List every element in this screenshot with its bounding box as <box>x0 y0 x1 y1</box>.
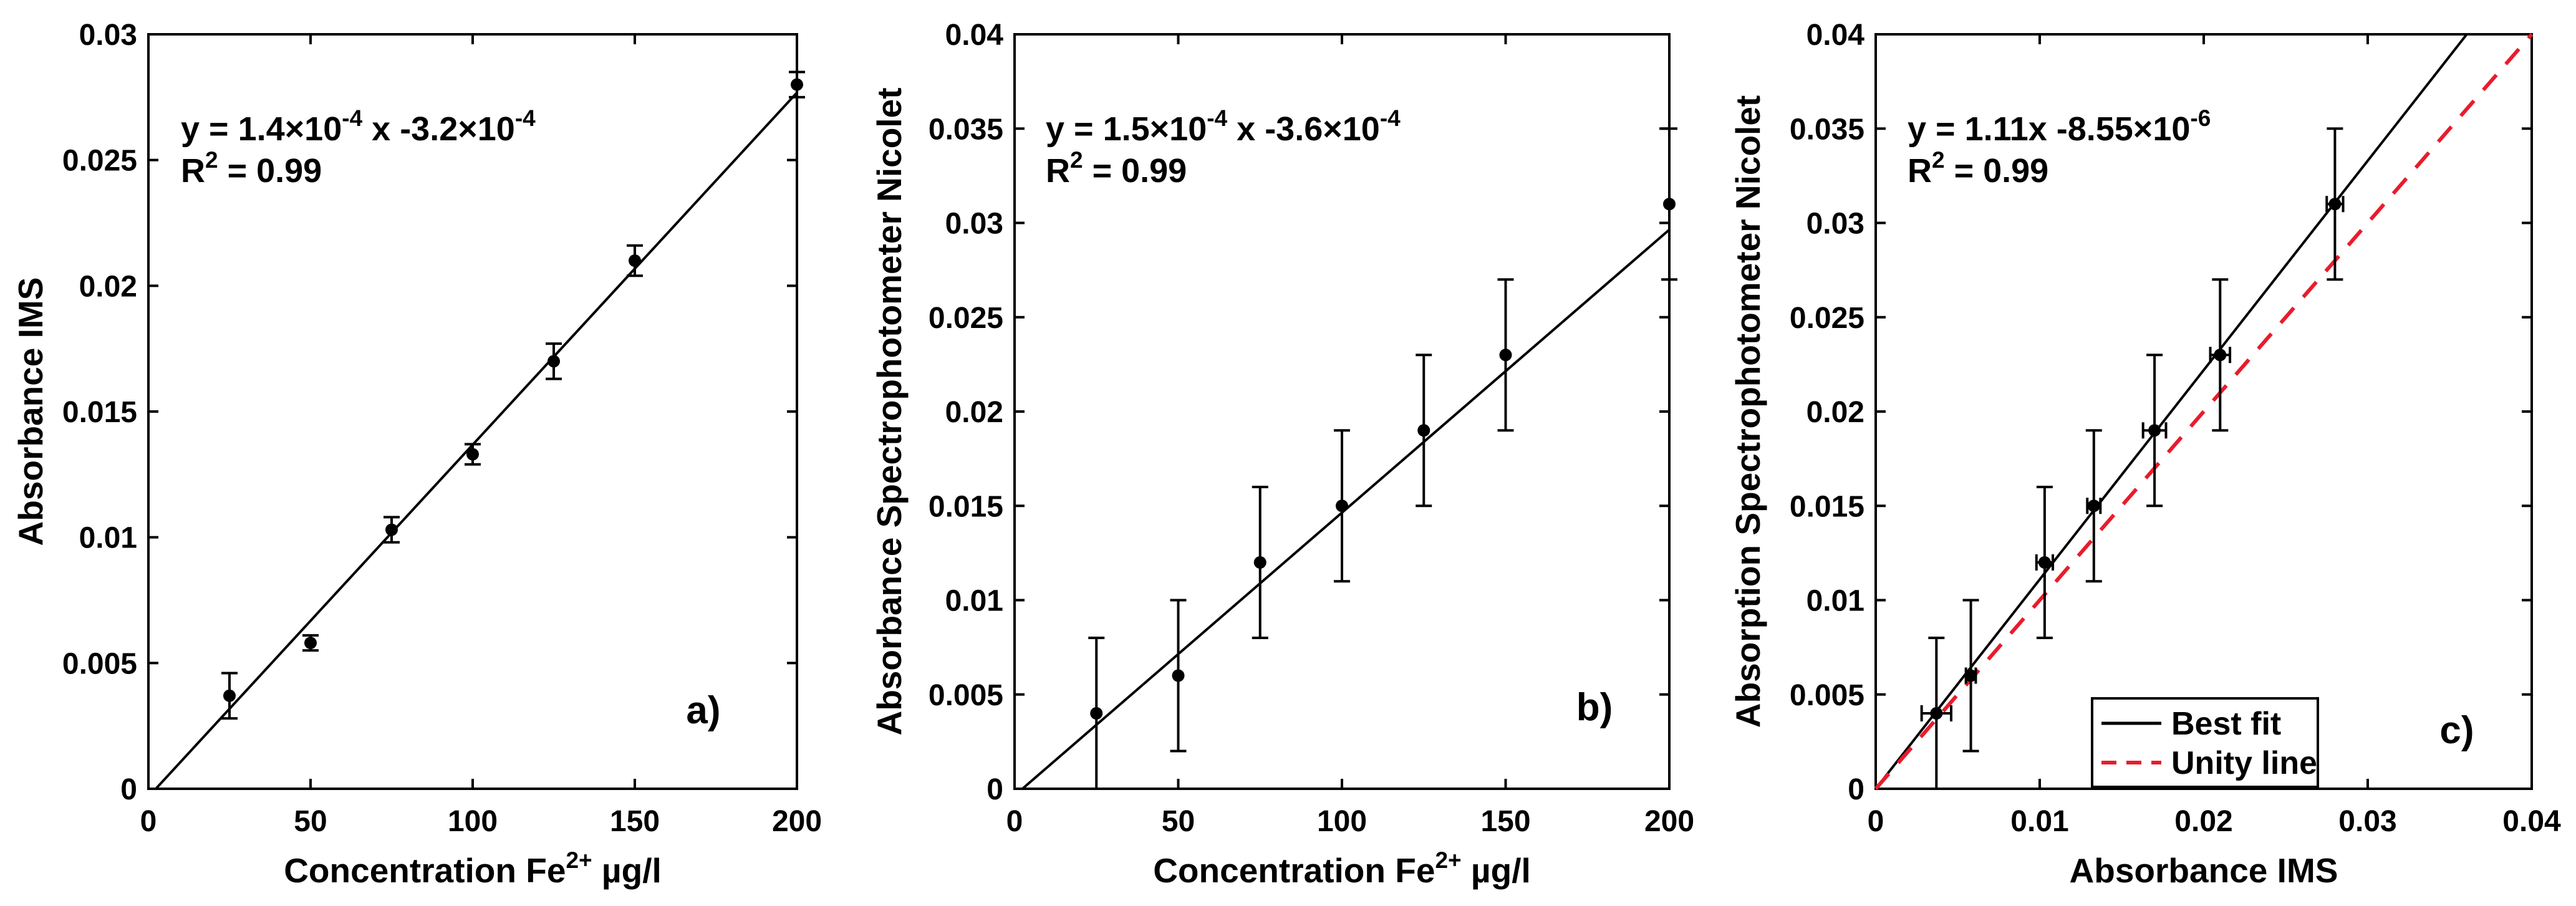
data-point <box>1172 669 1185 682</box>
y-tick-label: 0.03 <box>945 208 1003 241</box>
data-point <box>1964 669 1977 682</box>
axis-ticks: 0 50 100 150 200 0 0.005 0.01 0.015 0.02 0.025 0.03… <box>929 19 1694 838</box>
x-tick-label: 100 <box>448 805 498 838</box>
y-tick-label: 0.025 <box>1790 302 1864 335</box>
y-tick-label: 0 <box>1848 773 1864 806</box>
y-tick-label: 0.035 <box>929 113 1003 146</box>
panel-c: 0 0.01 0.02 0.03 0.04 0 0.005 0.01 0.015 0.02 0.02… <box>1717 0 2576 906</box>
y-tick-label: 0.005 <box>62 647 137 680</box>
data-point <box>548 355 560 368</box>
data-point <box>2038 556 2051 569</box>
y-axis-label: Absorbance Spectrophotometer Nicolet <box>870 87 909 735</box>
y-tick-label: 0.015 <box>62 396 137 429</box>
x-tick-label: 200 <box>1644 805 1694 838</box>
axis-ticks: 0 0.01 0.02 0.03 0.04 0 0.005 0.01 0.015 0.02 0.02… <box>1790 19 2561 838</box>
x-axis-label: Concentration Fe2+ µg/l <box>1153 847 1531 890</box>
y-tick-label: 0.03 <box>79 19 137 52</box>
y-tick-label: 0.01 <box>1807 585 1864 618</box>
x-tick-label: 150 <box>1480 805 1530 838</box>
panel-label: a) <box>686 689 720 732</box>
panel-b: 0 50 100 150 200 0 0.005 0.01 0.015 0.02 0.025 0.03… <box>859 0 1717 906</box>
data-point <box>1499 349 1512 362</box>
best-fit-line <box>1874 33 2468 790</box>
x-tick-label: 0.04 <box>2502 805 2561 838</box>
y-tick-label: 0.04 <box>945 19 1004 52</box>
r-squared: R2 = 0.99 <box>1046 147 1187 190</box>
data-series <box>1088 127 1677 790</box>
data-point <box>223 689 236 702</box>
panel-a: 0 50 100 150 200 0 0.005 0.01 0.015 0.02 0.025 0.03… <box>0 0 859 906</box>
legend-item-label: Unity line <box>2171 745 2317 781</box>
x-tick-label: 0.02 <box>2174 805 2232 838</box>
data-point <box>385 523 398 536</box>
x-axis-label: Absorbance IMS <box>2070 851 2338 890</box>
x-tick-label: 0.01 <box>2010 805 2068 838</box>
r-squared: R2 = 0.99 <box>181 147 322 190</box>
y-axis-label: Absorbance IMS <box>11 277 50 546</box>
data-point <box>1253 556 1266 569</box>
data-series <box>1920 127 2345 790</box>
fit-line <box>155 92 798 790</box>
r-squared: R2 = 0.99 <box>1908 147 2048 190</box>
y-tick-label: 0.025 <box>929 302 1003 335</box>
legend-item-label: Best fit <box>2171 706 2281 742</box>
data-point <box>2087 499 2100 513</box>
y-tick-label: 0.02 <box>79 270 137 303</box>
chart-a-svg: 0 50 100 150 200 0 0.005 0.01 0.015 0.02 0.025 0.03… <box>0 0 859 906</box>
data-point <box>2328 198 2342 211</box>
fit-equation: y = 1.5×10-4 x -3.6×10-4 <box>1046 105 1401 148</box>
y-tick-label: 0.025 <box>62 145 137 178</box>
y-tick-label: 0.005 <box>929 679 1003 712</box>
panel-label: c) <box>2439 709 2474 752</box>
y-tick-label: 0.015 <box>929 490 1003 523</box>
x-tick-label: 0 <box>1006 805 1023 838</box>
x-tick-label: 200 <box>772 805 822 838</box>
data-point <box>1336 499 1348 513</box>
y-tick-label: 0.01 <box>79 522 137 555</box>
data-point <box>629 254 641 267</box>
x-tick-label: 50 <box>294 805 327 838</box>
y-tick-label: 0 <box>987 773 1003 806</box>
x-tick-label: 0 <box>1868 805 1884 838</box>
y-tick-label: 0.03 <box>1807 208 1864 241</box>
data-point <box>791 78 803 91</box>
data-point <box>1930 707 1943 720</box>
x-tick-label: 150 <box>610 805 660 838</box>
y-tick-label: 0.04 <box>1807 19 1865 52</box>
chart-b-svg: 0 50 100 150 200 0 0.005 0.01 0.015 0.02 0.025 0.03… <box>859 0 1717 906</box>
y-tick-label: 0.005 <box>1790 679 1864 712</box>
chart-c-svg: 0 0.01 0.02 0.03 0.04 0 0.005 0.01 0.015 0.02 0.02… <box>1717 0 2576 906</box>
y-tick-label: 0.02 <box>1807 396 1864 429</box>
y-axis-label: Absorption Spectrophotometer Nicolet <box>1729 95 1767 728</box>
x-axis-label: Concentration Fe2+ µg/l <box>284 847 662 890</box>
y-tick-label: 0.015 <box>1790 490 1864 523</box>
y-tick-label: 0.02 <box>945 396 1003 429</box>
x-tick-label: 100 <box>1317 805 1367 838</box>
data-point <box>1417 424 1430 437</box>
data-point <box>2148 424 2161 437</box>
fit-equation: y = 1.4×10-4 x -3.2×10-4 <box>181 105 536 148</box>
data-point <box>1090 707 1103 720</box>
y-tick-label: 0 <box>120 773 137 806</box>
data-point <box>2214 349 2227 362</box>
x-tick-label: 50 <box>1162 805 1195 838</box>
legend-box <box>2091 697 2319 788</box>
data-point <box>304 637 317 650</box>
data-series <box>221 70 805 720</box>
x-tick-label: 0 <box>140 805 157 838</box>
y-tick-label: 0.01 <box>945 585 1003 618</box>
x-tick-label: 0.03 <box>2338 805 2396 838</box>
data-point <box>466 448 479 461</box>
y-tick-label: 0.035 <box>1790 113 1864 146</box>
panel-label: b) <box>1576 686 1613 729</box>
fit-equation: y = 1.11x -8.55×10-6 <box>1908 105 2211 148</box>
unity-line <box>1874 33 2534 790</box>
data-point <box>1663 198 1676 211</box>
axis-ticks: 0 50 100 150 200 0 0.005 0.01 0.015 0.02 0.025 0.03 <box>62 19 822 838</box>
